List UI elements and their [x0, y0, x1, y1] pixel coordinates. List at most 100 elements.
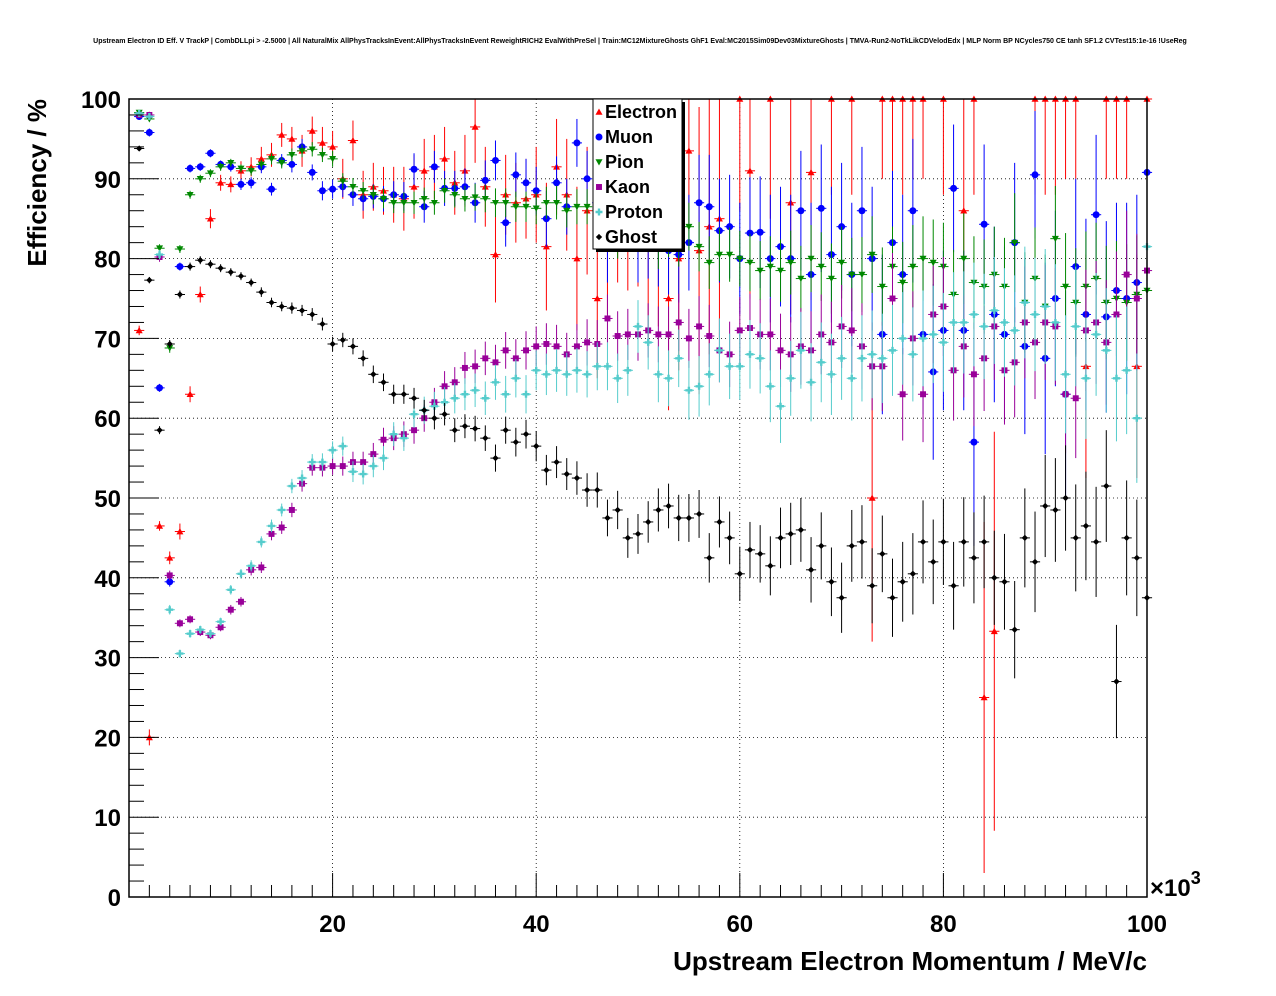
point-marker [1123, 366, 1131, 374]
data-point [235, 569, 247, 579]
point-marker [217, 164, 225, 171]
data-point [286, 478, 297, 494]
point-marker [1113, 311, 1120, 318]
data-point [836, 562, 847, 633]
point-marker [573, 139, 581, 147]
data-point [480, 381, 491, 416]
data-point [561, 193, 572, 228]
point-marker [1031, 558, 1039, 565]
x-tick-label: 60 [726, 911, 753, 938]
x-tick-label: 40 [523, 911, 550, 938]
point-marker [889, 346, 896, 354]
data-point [673, 329, 684, 388]
point-marker [410, 395, 418, 402]
point-marker [237, 570, 245, 578]
point-marker [309, 311, 316, 318]
data-point [765, 536, 776, 596]
data-point [174, 649, 185, 658]
point-marker [451, 191, 459, 199]
data-point [449, 181, 460, 208]
data-point [968, 262, 980, 367]
point-marker [370, 451, 377, 458]
data-point [867, 216, 878, 293]
y-tick-label: 30 [94, 646, 121, 673]
point-marker [1042, 502, 1049, 510]
point-marker [156, 251, 164, 259]
point-marker [176, 291, 184, 298]
data-point [571, 347, 583, 393]
point-marker [258, 564, 265, 571]
point-marker [491, 251, 499, 258]
point-marker [584, 339, 591, 346]
point-marker [217, 179, 225, 186]
data-point [704, 533, 715, 583]
data-point [1040, 249, 1051, 364]
point-marker [227, 269, 234, 276]
data-point [653, 488, 664, 532]
data-point [755, 323, 766, 394]
point-marker [543, 466, 550, 474]
point-marker [868, 494, 876, 501]
point-marker [166, 578, 174, 586]
data-point [225, 584, 236, 595]
point-marker [817, 358, 825, 366]
data-point [388, 384, 399, 404]
data-point [755, 241, 766, 301]
point-marker [553, 179, 561, 187]
data-point [1070, 266, 1081, 387]
point-marker [329, 463, 336, 470]
point-marker [868, 251, 876, 259]
point-marker [532, 366, 540, 374]
data-point [867, 548, 878, 624]
point-marker [421, 407, 428, 414]
point-marker [614, 506, 621, 514]
point-marker [278, 506, 286, 514]
point-marker [746, 229, 754, 237]
data-point [541, 454, 552, 486]
data-point [1111, 624, 1122, 739]
data-point [276, 521, 287, 534]
data-point [398, 425, 409, 451]
point-marker [766, 382, 774, 390]
data-point [938, 498, 949, 585]
data-point [276, 301, 287, 312]
point-marker [797, 207, 805, 215]
data-point [1111, 315, 1122, 442]
point-marker [899, 279, 907, 287]
point-marker [563, 470, 570, 478]
point-marker [1072, 322, 1080, 330]
point-marker [777, 534, 784, 542]
data-point [256, 159, 267, 170]
data-point [877, 247, 888, 326]
point-marker [308, 146, 316, 153]
point-marker [471, 123, 479, 130]
point-marker [522, 431, 530, 438]
data-point [225, 604, 236, 615]
data-point [1050, 264, 1061, 381]
data-point [999, 533, 1010, 630]
point-marker [176, 246, 184, 253]
point-marker [217, 265, 224, 272]
data-point [1070, 484, 1081, 592]
data-point [500, 188, 511, 218]
data-point [653, 346, 664, 403]
legend-item-proton: Proton [595, 202, 663, 222]
point-marker [685, 514, 693, 522]
data-point [877, 515, 888, 593]
data-point [897, 541, 908, 622]
data-point [368, 365, 379, 384]
point-marker [502, 390, 510, 398]
point-marker [756, 267, 764, 275]
data-point [347, 120, 359, 161]
data-point [693, 296, 705, 357]
data-point [510, 427, 521, 457]
data-point [490, 140, 501, 181]
point-marker [797, 275, 805, 283]
point-marker [583, 203, 591, 211]
data-point [307, 454, 318, 471]
data-point [592, 472, 603, 508]
point-marker [542, 370, 550, 378]
data-point [429, 150, 440, 183]
point-marker [553, 199, 561, 207]
data-point [480, 341, 491, 376]
